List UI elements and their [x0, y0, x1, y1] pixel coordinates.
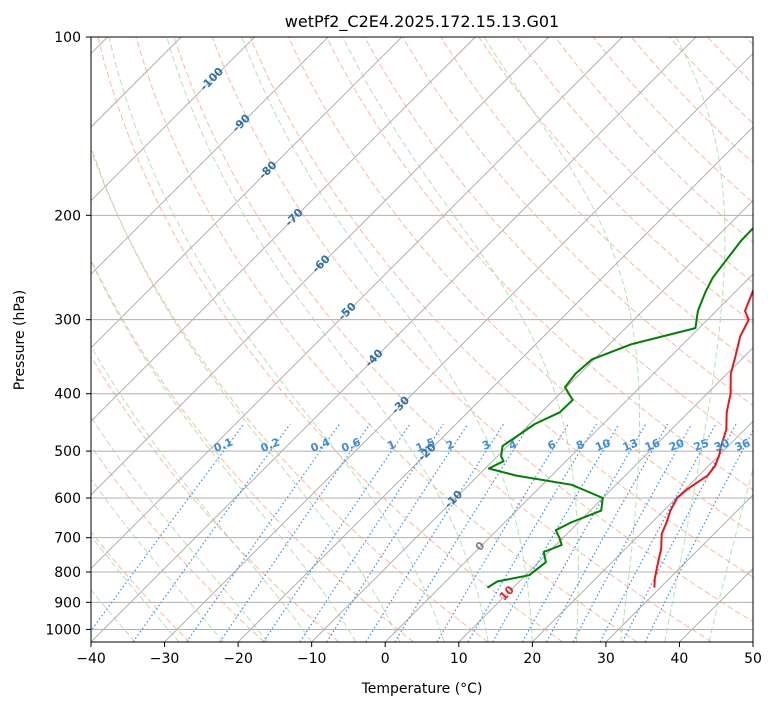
mixing-ratio-label: 20: [667, 436, 686, 454]
y-tick-label: 500: [54, 444, 81, 460]
y-tick-label: 200: [54, 208, 81, 224]
mixing-ratio-line: [521, 423, 647, 642]
y-tick-label: 600: [54, 491, 81, 507]
moist-adiabat: [91, 345, 313, 642]
x-tick-label: −40: [76, 651, 106, 667]
isotherm-line: [237, 126, 753, 642]
dry-adiabat: [97, 37, 563, 642]
mixing-ratio-label: 30: [712, 436, 731, 454]
dry-adiabat: [211, 37, 753, 623]
mixing-ratio-line: [644, 429, 753, 642]
mixing-ratio-label: 2: [444, 438, 456, 453]
temperature-profile: [653, 288, 753, 588]
moist-adiabat: [91, 415, 268, 642]
mixing-ratio-line: [186, 423, 340, 642]
y-axis: 100 200 300 400 500 600 700 800 900 1000: [45, 30, 91, 638]
isotherm-line: [311, 199, 753, 642]
mixing-ratio-label: 3: [480, 438, 492, 453]
moist-adiabat: [664, 37, 726, 642]
x-tick-label: 20: [523, 651, 541, 667]
isotherm-line: [164, 52, 753, 642]
x-axis: −40 −30 −20 −10 0 10 20 30 40 50: [76, 642, 762, 667]
dry-adiabat: [326, 37, 753, 491]
y-tick-label: 1000: [45, 622, 81, 638]
y-tick-label: 300: [54, 313, 81, 329]
isotherm-line: [91, 37, 476, 423]
x-tick-label: 0: [381, 651, 390, 667]
moist-adiabat: [166, 37, 489, 642]
plot-frame: [90, 36, 754, 643]
dry-adiabat: [91, 531, 191, 642]
isotherm-line: [91, 37, 256, 202]
isotherm-line: [91, 37, 329, 275]
moist-adiabat: [91, 145, 401, 642]
mixing-ratio-line: [622, 423, 737, 642]
mixing-ratio-label: 13: [621, 436, 640, 454]
y-tick-label: 400: [54, 387, 81, 403]
moist-adiabat: [108, 37, 445, 642]
moist-adiabat: [91, 478, 224, 642]
profile-series: [486, 226, 753, 589]
mixing-ratio-label: 8: [574, 438, 586, 453]
mixing-ratio-line: [365, 423, 505, 642]
plot-background: [91, 37, 753, 642]
isotherm-line: [531, 420, 753, 642]
chart-title: wetPf2_C2E4.2025.172.15.13.G01: [285, 12, 559, 32]
isotherm-line: [384, 273, 753, 642]
mixing-ratio-line: [467, 423, 597, 642]
mixing-ratio-line: [436, 423, 569, 642]
isotherm-line: [605, 494, 753, 642]
mixing-ratio-line: [546, 423, 669, 642]
y-tick-label: 700: [54, 531, 81, 547]
mixing-ratio-label: 16: [643, 436, 662, 454]
x-tick-label: 30: [597, 651, 615, 667]
mixing-ratio-line: [219, 423, 371, 642]
mixing-ratio-line: [394, 423, 531, 642]
mixing-ratio-label: 25: [692, 436, 711, 454]
y-tick-label: 900: [54, 595, 81, 611]
x-tick-label: 40: [671, 651, 689, 667]
x-axis-title: Temperature (°C): [361, 681, 483, 697]
dry-adiabat: [402, 37, 753, 407]
isotherm-line: [91, 37, 697, 642]
mixing-ratio-label: 10: [593, 436, 612, 454]
moist-adiabat: [91, 535, 180, 642]
x-tick-label: 10: [450, 651, 468, 667]
mixing-ratio-label: 1: [386, 438, 398, 453]
x-tick-label: −20: [223, 651, 253, 667]
dry-adiabat: [249, 37, 753, 578]
isotherm-line: [91, 37, 623, 570]
y-tick-label: 800: [54, 565, 81, 581]
dry-adiabat: [91, 148, 489, 642]
dry-adiabat: [91, 355, 340, 642]
x-tick-label: −10: [297, 651, 327, 667]
mixing-ratio-line: [599, 423, 717, 642]
moist-adiabat: [342, 37, 579, 642]
isotherm-line: [752, 641, 753, 642]
mixing-ratio-line: [262, 423, 411, 642]
isotherm-line: [91, 37, 550, 496]
moist-adiabat: [483, 37, 640, 642]
mixing-ratio-line: [132, 423, 291, 642]
dry-adiabat: [91, 445, 265, 642]
dry-adiabat: [516, 37, 753, 284]
x-tick-label: −30: [150, 651, 180, 667]
moist-adiabat: [241, 37, 533, 642]
mixing-ratio-label: 36: [733, 436, 752, 454]
x-tick-label: 50: [744, 651, 762, 667]
isotherm-line: [91, 37, 403, 349]
y-axis-title: Pressure (hPa): [12, 290, 28, 390]
mixing-ratio-line: [572, 423, 693, 642]
background-lines: [91, 37, 753, 642]
y-tick-label: 100: [54, 30, 81, 46]
moist-adiabat: [91, 589, 136, 642]
dewpoint-profile: [486, 226, 753, 589]
dry-adiabat: [440, 37, 753, 365]
moist-adiabat: [91, 259, 357, 642]
